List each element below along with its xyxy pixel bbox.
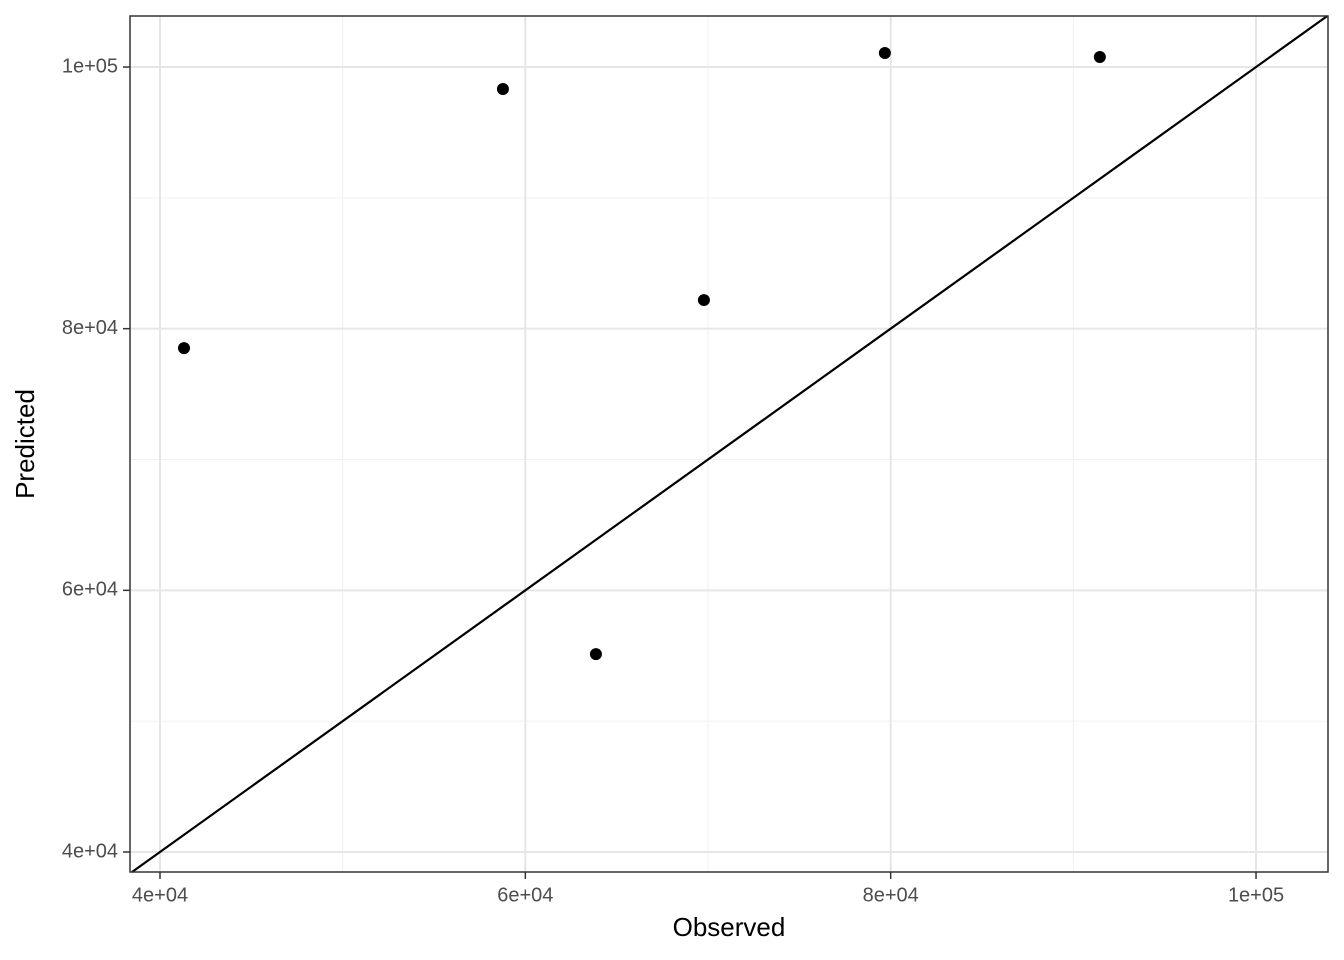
x-axis-title: Observed [673,912,786,942]
point [878,47,891,60]
point [697,294,710,307]
x-tick-label: 8e+04 [863,884,919,906]
reference-line [131,15,1328,873]
x-tick-label: 4e+04 [132,884,188,906]
point [589,648,602,661]
y-tick-label: 4e+04 [62,840,118,862]
point [1093,51,1106,64]
y-axis-title: Predicted [10,389,40,499]
point [177,342,190,355]
x-tick-label: 1e+05 [1228,884,1284,906]
x-tick-label: 6e+04 [497,884,553,906]
panel-border [129,15,1329,873]
y-tick-label: 6e+04 [62,579,118,601]
point [496,83,509,96]
y-tick-label: 1e+05 [62,55,118,77]
y-tick-label: 8e+04 [62,317,118,339]
